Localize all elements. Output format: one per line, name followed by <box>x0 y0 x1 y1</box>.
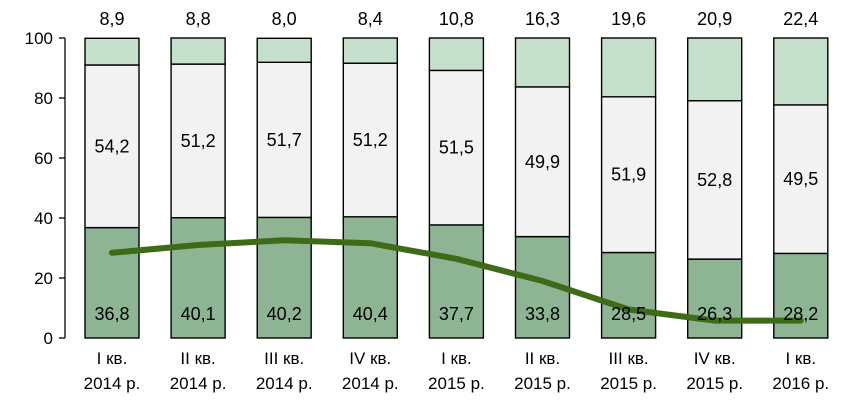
y-tick-label: 100 <box>25 29 53 48</box>
data-label-series3-6: 16,3 <box>525 9 560 29</box>
y-tick-label: 20 <box>34 269 53 288</box>
data-label-series2-6: 49,9 <box>525 152 560 172</box>
bar-segment-2-7 <box>600 96 657 254</box>
bar-segment-1-1 <box>84 226 140 339</box>
data-label-series2-9: 49,5 <box>783 169 818 189</box>
data-label-series3-1: 8,9 <box>99 9 124 29</box>
x-category-label: I кв. 2015 р. <box>428 349 485 393</box>
data-label-series3-8: 20,9 <box>697 9 732 29</box>
data-label-series1-3: 40,2 <box>267 304 302 324</box>
data-label-series3-2: 8,8 <box>186 9 211 29</box>
data-label-series1-9: 28,2 <box>783 304 818 324</box>
data-label-series1-2: 40,1 <box>181 304 216 324</box>
bar-segment-2-2 <box>170 63 226 219</box>
data-label-series2-4: 51,2 <box>353 130 388 150</box>
bar-segment-2-6 <box>514 86 571 238</box>
data-labels-layer: 36,8 54,2 8,9 40,1 51,2 8,8 40,2 51,7 8,0 40,4 51,… <box>94 9 818 324</box>
bar-segment-1-5 <box>428 224 485 339</box>
data-label-series3-4: 8,4 <box>358 9 383 29</box>
x-category-label: II кв. 2015 р. <box>514 349 571 393</box>
data-label-series2-5: 51,5 <box>439 138 474 158</box>
bar-segment-1-8 <box>687 258 743 339</box>
bar-segment-2-8 <box>687 99 743 260</box>
data-label-series1-8: 26,3 <box>697 304 732 324</box>
x-category-label: III кв. 2014 р. <box>256 349 313 393</box>
x-category-label: I кв. 2014 р. <box>84 349 141 393</box>
data-label-series1-6: 33,8 <box>525 304 560 324</box>
data-label-series2-8: 52,8 <box>697 170 732 190</box>
bar-segment-3-9 <box>773 37 829 106</box>
trend-line-layer <box>109 237 804 324</box>
bar-segment-3-8 <box>687 37 743 102</box>
x-category-label: III кв. 2015 р. <box>600 349 657 393</box>
data-label-series1-7: 28,5 <box>611 304 646 324</box>
data-label-series2-3: 51,7 <box>267 130 302 150</box>
bar-segment-3-4 <box>342 37 398 64</box>
trend-line <box>109 237 804 324</box>
y-tick-label: 40 <box>34 209 53 228</box>
bar-segment-1-6 <box>514 235 571 339</box>
bar-segment-3-1 <box>84 37 140 66</box>
data-label-series2-2: 51,2 <box>181 131 216 151</box>
data-label-series1-5: 37,7 <box>439 304 474 324</box>
bar-segment-2-4 <box>342 62 398 218</box>
data-label-series2-1: 54,2 <box>94 136 129 156</box>
data-label-series3-5: 10,8 <box>439 9 474 29</box>
bar-segment-1-4 <box>342 216 398 339</box>
data-label-series2-7: 51,9 <box>611 165 646 185</box>
y-tick-label: 60 <box>34 149 53 168</box>
bar-segment-1-2 <box>170 216 226 339</box>
y-tick-label: 0 <box>44 329 53 348</box>
bar-segment-2-9 <box>773 104 829 255</box>
x-category-label: I кв. 2016 р. <box>772 349 829 393</box>
bar-segment-1-7 <box>600 251 657 339</box>
data-label-series3-9: 22,4 <box>783 9 818 29</box>
data-label-series1-1: 36,8 <box>94 304 129 324</box>
bar-segment-3-3 <box>256 37 312 63</box>
data-label-series3-3: 8,0 <box>272 9 297 29</box>
data-label-series3-7: 19,6 <box>611 9 646 29</box>
bars-layer <box>84 37 829 339</box>
y-tick-label: 80 <box>34 89 53 108</box>
x-category-label: IV кв. 2015 р. <box>686 349 743 393</box>
bar-segment-3-2 <box>170 37 226 65</box>
x-axis-categories: I кв. 2014 р. II кв. 2014 р. III кв. 2014 р. I… <box>84 349 830 393</box>
bar-segment-2-3 <box>256 61 312 219</box>
bar-segment-3-6 <box>514 37 571 88</box>
data-label-series1-4: 40,4 <box>353 304 388 324</box>
bar-segment-2-1 <box>84 64 140 229</box>
x-category-label: IV кв. 2014 р. <box>342 349 399 393</box>
bar-segment-3-7 <box>600 37 657 98</box>
y-axis: 0 20 40 60 80 100 <box>25 29 66 348</box>
bar-segment-3-5 <box>428 37 485 72</box>
x-category-label: II кв. 2014 р. <box>170 349 227 393</box>
bar-segment-1-9 <box>773 252 829 339</box>
